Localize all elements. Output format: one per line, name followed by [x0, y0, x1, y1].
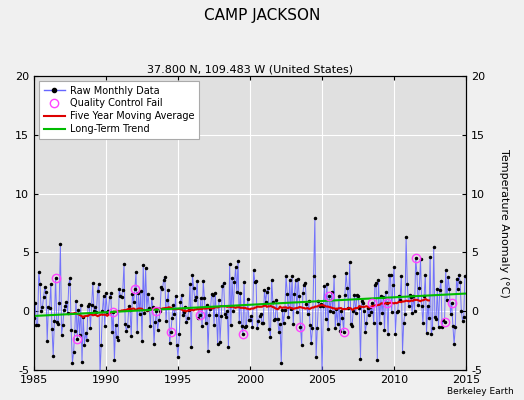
Text: Berkeley Earth: Berkeley Earth: [447, 387, 514, 396]
Legend: Raw Monthly Data, Quality Control Fail, Five Year Moving Average, Long-Term Tren: Raw Monthly Data, Quality Control Fail, …: [39, 81, 199, 139]
Title: 37.800 N, 109.483 W (United States): 37.800 N, 109.483 W (United States): [147, 65, 353, 75]
Y-axis label: Temperature Anomaly (°C): Temperature Anomaly (°C): [499, 148, 509, 297]
Text: CAMP JACKSON: CAMP JACKSON: [204, 8, 320, 23]
